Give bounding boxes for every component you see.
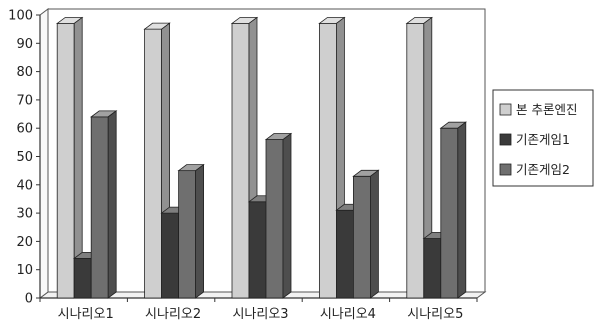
- y-tick-label: 90: [16, 37, 33, 52]
- bar-front: [440, 127, 459, 299]
- bar-front: [178, 170, 197, 299]
- y-tick-label: 50: [16, 150, 33, 165]
- category-label: 시나리오5: [407, 307, 463, 322]
- y-tick-label: 40: [16, 178, 33, 193]
- y-tick-label: 100: [8, 9, 33, 24]
- y-tick-label: 10: [16, 263, 33, 278]
- bar: [439, 121, 467, 299]
- legend-swatch: [499, 103, 512, 116]
- legend-item: 기존게임2: [499, 162, 570, 177]
- bar: [352, 169, 380, 299]
- bar: [264, 132, 293, 299]
- bar-side: [457, 121, 467, 299]
- category-label: 시나리오2: [145, 307, 201, 322]
- category-label: 시나리오1: [58, 307, 114, 322]
- bar-front: [352, 175, 371, 299]
- bar-front: [73, 257, 92, 299]
- bar-front: [265, 139, 284, 299]
- bar-side: [195, 163, 205, 299]
- bar-side: [369, 169, 379, 299]
- y-tick-label: 30: [16, 207, 33, 222]
- bar-side: [282, 132, 292, 299]
- bar: [56, 16, 84, 299]
- bar-front: [335, 209, 354, 299]
- y-tick-label: 20: [16, 235, 33, 250]
- legend-swatch: [499, 163, 512, 176]
- bar-front: [318, 23, 337, 299]
- category-labels: 시나리오1 시나리오2 시나리오3 시나리오4 시나리오5: [58, 307, 464, 322]
- legend-item: 본 추론엔진: [499, 102, 577, 117]
- y-tick-label: 60: [16, 122, 33, 137]
- legend-label: 기존게임2: [516, 162, 570, 177]
- category-label: 시나리오4: [320, 307, 376, 322]
- bar-front: [406, 23, 425, 299]
- bar-front: [144, 28, 163, 299]
- y-tick-label: 0: [25, 292, 33, 307]
- category-label: 시나리오3: [232, 307, 288, 322]
- legend-swatch: [499, 133, 512, 146]
- bar-front: [231, 23, 250, 299]
- bar-front: [423, 238, 442, 299]
- legend-item: 기존게임1: [499, 132, 570, 147]
- bar-front: [248, 201, 267, 299]
- legend-label: 본 추론엔진: [516, 102, 577, 117]
- bar-front: [161, 212, 180, 299]
- y-tick-label: 70: [16, 93, 33, 108]
- bar-side: [107, 110, 117, 299]
- bars: [56, 16, 467, 299]
- side-wall: [39, 8, 49, 299]
- bar: [177, 163, 205, 299]
- bar-front: [90, 116, 109, 299]
- bar: [405, 16, 433, 299]
- bar-front: [56, 23, 75, 299]
- y-tick-label: 80: [16, 65, 33, 80]
- legend-label: 기존게임1: [516, 132, 570, 147]
- bar: [89, 110, 118, 299]
- y-tick-labels: 0 10 20 30 40 50 60 70 80 90 100: [8, 9, 33, 307]
